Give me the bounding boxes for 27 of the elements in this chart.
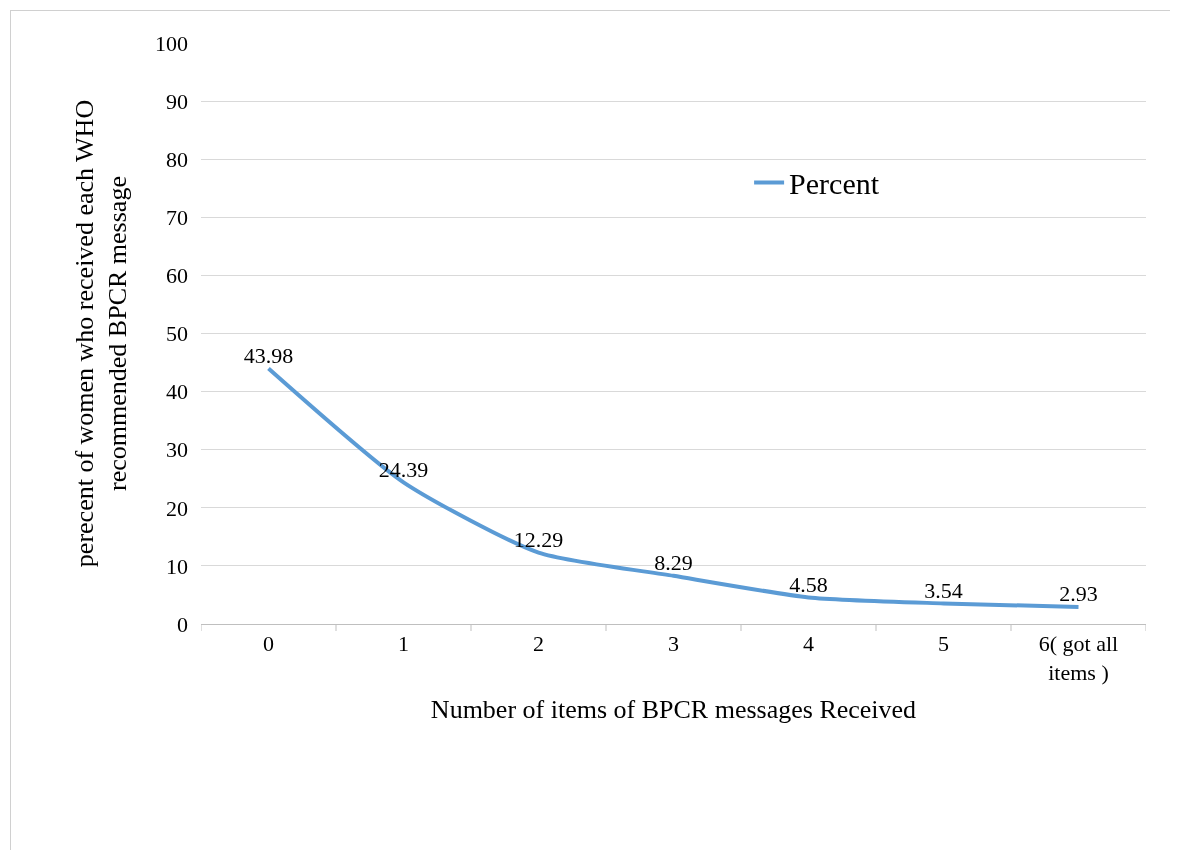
x-tick-label: 6( got all items ) <box>1038 631 1119 685</box>
y-tick-label: 70 <box>166 205 188 230</box>
data-label: 3.54 <box>924 577 963 603</box>
x-tick-label: 2 <box>533 631 544 657</box>
data-label: 12.29 <box>513 527 564 553</box>
x-axis-title: Number of items of BPCR messages Received <box>430 694 917 724</box>
y-axis-title: perecent of women who received each WHO recommended BPCR message <box>69 99 133 568</box>
data-label: 43.98 <box>243 342 294 368</box>
y-tick-label: 0 <box>177 611 188 637</box>
data-label: 4.58 <box>789 571 828 597</box>
y-tick-label: 30 <box>166 437 188 463</box>
y-tick-label: 80 <box>166 146 188 172</box>
x-tick-label: 1 <box>398 631 409 657</box>
y-tick-label: 90 <box>166 88 188 114</box>
y-tick-label: 60 <box>166 263 188 289</box>
data-label: 8.29 <box>654 550 693 576</box>
legend-label: Percent <box>789 167 880 201</box>
y-tick-label: 10 <box>166 553 188 579</box>
y-tick-label: 40 <box>166 379 188 405</box>
y-tick-label: 20 <box>166 495 188 521</box>
data-label: 2.93 <box>1059 581 1098 607</box>
y-tick-label: 100 <box>155 30 188 56</box>
x-tick-label: 4 <box>803 631 814 657</box>
y-tick-label: 50 <box>166 321 188 347</box>
x-tick-label: 0 <box>263 631 274 657</box>
x-tick-label: 5 <box>938 631 949 657</box>
x-tick-label: 3 <box>668 631 679 657</box>
